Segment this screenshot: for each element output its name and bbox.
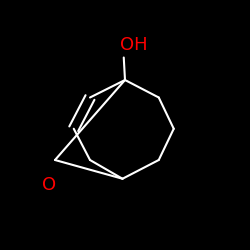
Text: O: O xyxy=(42,176,56,194)
Text: OH: OH xyxy=(120,36,148,54)
